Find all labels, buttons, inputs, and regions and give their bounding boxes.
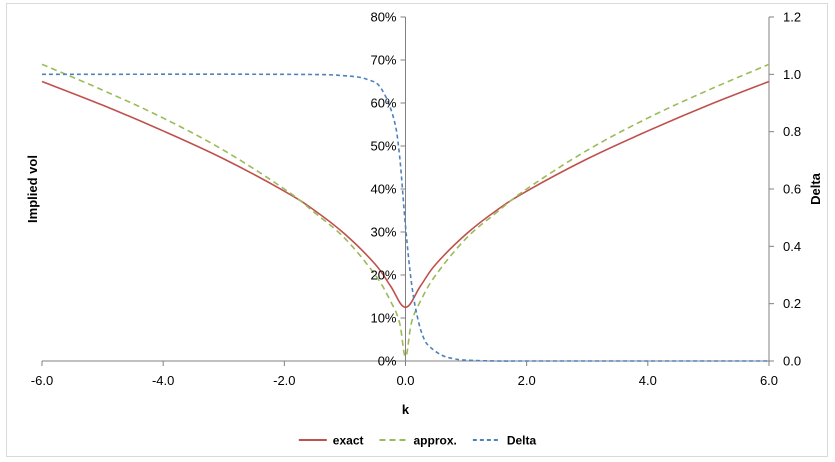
y-tick-label: 80% <box>370 10 396 25</box>
y2-tick-label: 0.2 <box>783 296 801 311</box>
x-tick-label: 6.0 <box>760 373 778 388</box>
y2-tick-label: 1.0 <box>783 67 801 82</box>
series-line-exact <box>41 80 770 309</box>
y2-axis-title: Delta <box>808 172 823 205</box>
y-tick-label: 60% <box>370 96 396 111</box>
x-tick-label: -6.0 <box>31 373 53 388</box>
x-tick-label: 4.0 <box>639 373 657 388</box>
legend-label-approx: approx. <box>414 434 457 448</box>
chart-frame <box>6 3 828 457</box>
x-tick-label: -4.0 <box>152 373 174 388</box>
y2-tick-label: 0.4 <box>783 239 801 254</box>
y-tick-label: 0% <box>378 354 397 369</box>
x-tick-label: 2.0 <box>518 373 536 388</box>
series-line-delta <box>41 73 769 362</box>
y-tick-label: 50% <box>370 139 396 154</box>
y2-tick-label: 0.0 <box>783 354 801 369</box>
y2-tick-label: 0.8 <box>783 124 801 139</box>
legend-label-exact: exact <box>333 434 364 448</box>
y-tick-label: 10% <box>370 311 396 326</box>
y-tick-label: 20% <box>370 268 396 283</box>
y2-tick-label: 0.6 <box>783 182 801 197</box>
y2-tick-label: 1.2 <box>783 10 801 25</box>
y-tick-label: 40% <box>370 182 396 197</box>
y-tick-label: 70% <box>370 53 396 68</box>
y-axis-title: Implied vol <box>25 155 40 223</box>
y-tick-label: 30% <box>370 225 396 240</box>
x-tick-label: 0.0 <box>396 373 414 388</box>
legend-label-delta: Delta <box>507 434 537 448</box>
x-tick-label: -2.0 <box>273 373 295 388</box>
x-axis-title: k <box>402 402 410 417</box>
